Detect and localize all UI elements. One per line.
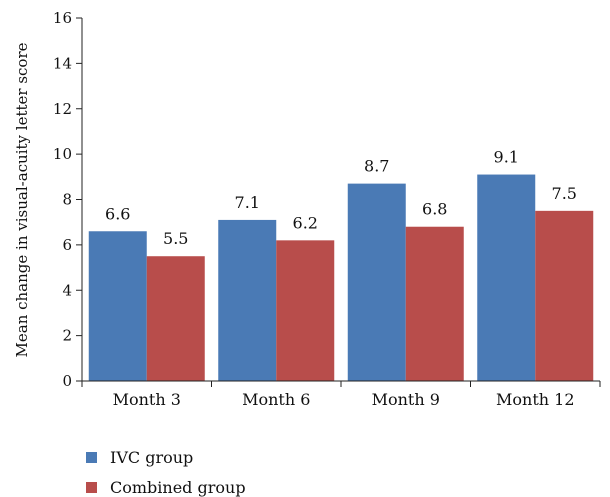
bar [218,219,277,381]
y-tick-label: 16 [53,9,72,27]
data-label: 5.5 [163,229,188,248]
x-category-label: Month 6 [242,390,310,409]
bar [477,174,536,381]
data-label: 7.5 [552,184,577,203]
data-label: 7.1 [235,193,260,212]
y-axis-title: Mean change in visual-acuity letter scor… [13,42,31,357]
y-axis: 0 2 4 6 8 10 12 14 16 [53,9,83,390]
y-tick-label: 4 [62,281,72,299]
data-label: 8.7 [364,157,389,176]
y-tick-label: 0 [62,372,72,390]
bar [88,231,147,381]
bar [276,240,335,381]
data-label: 6.8 [422,200,447,219]
legend-label: Combined group [110,478,246,497]
bar [146,256,205,381]
data-label: 6.6 [105,204,130,223]
y-tick-label: 12 [53,100,72,118]
legend-label: IVC group [110,448,193,467]
bars [88,174,594,381]
bar [535,210,594,381]
y-tick-label: 2 [62,327,72,345]
y-tick-label: 14 [53,54,72,72]
y-tick-label: 6 [62,236,72,254]
x-category-label: Month 3 [113,390,181,409]
legend: IVC group Combined group [86,448,246,497]
y-tick-label: 10 [53,145,72,163]
data-label: 9.1 [494,148,519,167]
legend-swatch [86,482,97,493]
bar [347,183,406,381]
bar [405,226,464,381]
y-tick-label: 8 [62,191,72,209]
data-label: 6.2 [293,213,318,232]
x-category-label: Month 9 [372,390,440,409]
data-labels: 6.6 5.5 7.1 6.2 8.7 6.8 9.1 7.5 [105,148,577,249]
x-category-label: Month 12 [496,390,575,409]
x-axis: Month 3 Month 6 Month 9 Month 12 [81,380,601,409]
legend-swatch [86,452,97,463]
